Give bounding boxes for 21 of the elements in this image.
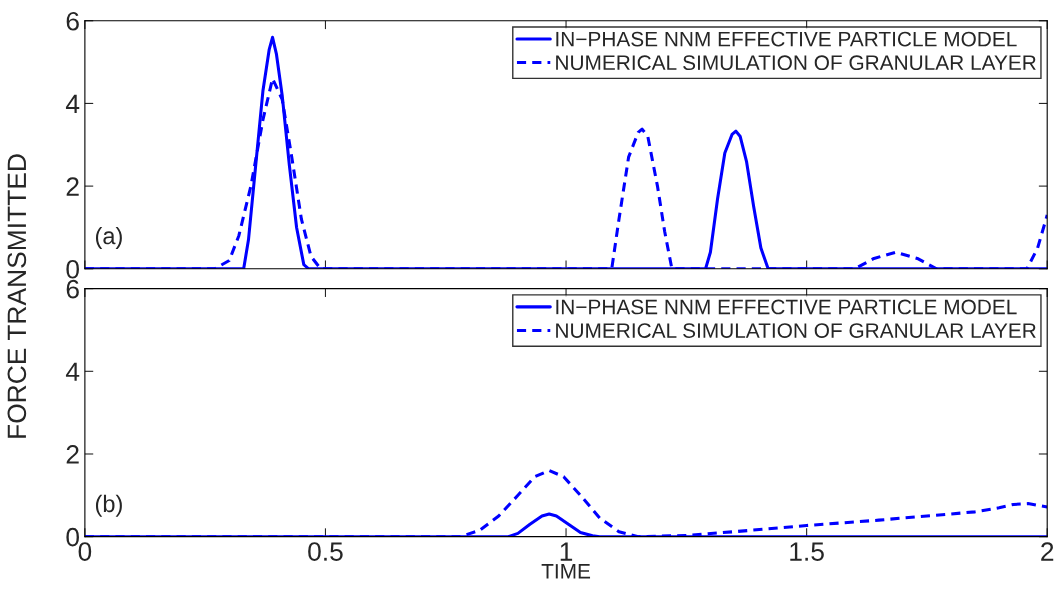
y-tick-label: 6 <box>66 11 79 31</box>
annotation: (b) <box>95 494 122 517</box>
x-tick-label: 0.5 <box>308 542 343 561</box>
legend-label: IN−PHASE NNM EFFECTIVE PARTICLE MODEL <box>556 299 1017 315</box>
y-tick-label: 2 <box>66 177 79 196</box>
legend-label: NUMERICAL SIMULATION OF GRANULAR LAYER <box>556 323 1036 338</box>
legend-label: NUMERICAL SIMULATION OF GRANULAR LAYER <box>556 55 1036 71</box>
annotation: (a) <box>95 226 122 249</box>
y-tick-label: 0 <box>66 527 79 547</box>
x-tick-label: 1.5 <box>790 542 824 561</box>
y-tick-label: 0 <box>66 259 79 279</box>
x-tick-label: 2 <box>1041 542 1054 561</box>
y-tick-label: 2 <box>66 445 79 464</box>
y-axis-title: FORCE TRANSMITTED <box>7 154 27 438</box>
x-tick-label: 0 <box>78 542 92 561</box>
x-tick-label: 1 <box>560 542 573 561</box>
y-tick-label: 6 <box>66 279 79 299</box>
y-tick-label: 4 <box>65 94 80 113</box>
y-tick-label: 4 <box>65 362 80 381</box>
legend-label: IN−PHASE NNM EFFECTIVE PARTICLE MODEL <box>556 31 1017 47</box>
x-axis-title: TIME <box>541 564 591 579</box>
